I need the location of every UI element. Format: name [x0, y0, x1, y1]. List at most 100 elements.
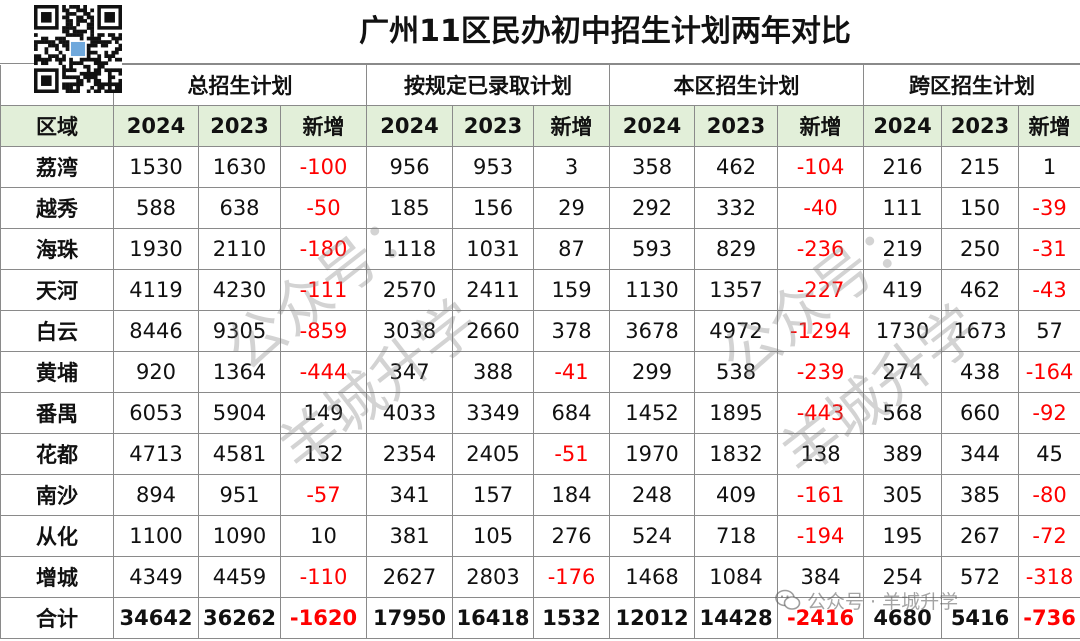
- value-cell: -111: [279, 269, 368, 311]
- table-row: 增城 4349 4459 -110 2627 2803 -176 1468 1084 384 254…: [0, 556, 1080, 598]
- value-cell: 951: [198, 474, 281, 516]
- value-cell: 1532: [533, 597, 611, 639]
- value-cell: 344: [941, 433, 1020, 475]
- value-cell: 4680: [863, 597, 943, 639]
- value-cell: 1130: [609, 269, 696, 311]
- value-cell: 358: [609, 146, 696, 188]
- table-row: 南沙 894 951 -57 341 157 184 248 409 -161 305 385 -80: [0, 474, 1080, 516]
- value-cell: -859: [279, 310, 368, 352]
- value-cell: 1930: [113, 228, 199, 270]
- value-cell: 150: [941, 187, 1020, 229]
- value-cell: 1832: [694, 433, 779, 475]
- value-cell: -443: [777, 392, 865, 434]
- value-cell: 2405: [452, 433, 535, 475]
- group-header-row: 总招生计划 按规定已录取计划 本区招生计划 跨区招生计划: [0, 64, 1080, 106]
- value-cell: 538: [694, 351, 779, 393]
- value-cell: -180: [279, 228, 368, 270]
- value-cell: -161: [777, 474, 865, 516]
- value-cell: 920: [113, 351, 199, 393]
- column-header-row: 区域 2024 2023 新增 2024 2023 新增 2024 2023 新增 2024 202…: [0, 105, 1080, 147]
- comparison-table: 总招生计划 按规定已录取计划 本区招生计划 跨区招生计划 区域 2024 2023…: [0, 64, 1080, 639]
- value-cell: 195: [863, 515, 943, 557]
- value-cell: -164: [1018, 351, 1080, 393]
- value-cell: 276: [533, 515, 611, 557]
- value-cell: 184: [533, 474, 611, 516]
- value-cell: 157: [452, 474, 535, 516]
- value-cell: 2110: [198, 228, 281, 270]
- value-cell: 684: [533, 392, 611, 434]
- value-cell: 385: [941, 474, 1020, 516]
- value-cell: 3349: [452, 392, 535, 434]
- value-cell: 132: [279, 433, 368, 475]
- column-header-region: 区域: [0, 105, 114, 147]
- value-cell: 4230: [198, 269, 281, 311]
- column-header: 新增: [279, 105, 368, 147]
- region-cell: 花都: [0, 433, 114, 475]
- value-cell: 956: [366, 146, 454, 188]
- value-cell: -43: [1018, 269, 1080, 311]
- value-cell: 1452: [609, 392, 696, 434]
- value-cell: -1294: [777, 310, 865, 352]
- value-cell: 347: [366, 351, 454, 393]
- value-cell: 2411: [452, 269, 535, 311]
- region-cell: 南沙: [0, 474, 114, 516]
- value-cell: -736: [1018, 597, 1080, 639]
- value-cell: 1730: [863, 310, 943, 352]
- value-cell: -39: [1018, 187, 1080, 229]
- value-cell: 4119: [113, 269, 199, 311]
- region-cell: 黄埔: [0, 351, 114, 393]
- region-cell: 天河: [0, 269, 114, 311]
- title-bar: 广州11区民办初中招生计划两年对比: [0, 0, 1080, 64]
- value-cell: 4349: [113, 556, 199, 598]
- value-cell: -227: [777, 269, 865, 311]
- value-cell: 4713: [113, 433, 199, 475]
- group-header: 总招生计划: [112, 64, 368, 106]
- table-row: 白云 8446 9305 -859 3038 2660 378 3678 4972 -1294 17…: [0, 310, 1080, 352]
- value-cell: 216: [863, 146, 943, 188]
- value-cell: 215: [941, 146, 1020, 188]
- value-cell: 1118: [366, 228, 454, 270]
- value-cell: 45: [1018, 433, 1080, 475]
- value-cell: 419: [863, 269, 943, 311]
- value-cell: 953: [452, 146, 535, 188]
- value-cell: 274: [863, 351, 943, 393]
- total-row: 合计 34642 36262 -1620 17950 16418 1532 12012 1442…: [0, 597, 1080, 639]
- value-cell: -239: [777, 351, 865, 393]
- value-cell: -176: [533, 556, 611, 598]
- value-cell: 149: [279, 392, 368, 434]
- column-header: 2023: [694, 105, 779, 147]
- value-cell: -92: [1018, 392, 1080, 434]
- value-cell: 292: [609, 187, 696, 229]
- value-cell: 438: [941, 351, 1020, 393]
- column-header: 新增: [777, 105, 865, 147]
- value-cell: 378: [533, 310, 611, 352]
- value-cell: 57: [1018, 310, 1080, 352]
- value-cell: -318: [1018, 556, 1080, 598]
- region-cell: 从化: [0, 515, 114, 557]
- value-cell: 1364: [198, 351, 281, 393]
- value-cell: -80: [1018, 474, 1080, 516]
- value-cell: 341: [366, 474, 454, 516]
- value-cell: 36262: [198, 597, 281, 639]
- value-cell: 105: [452, 515, 535, 557]
- value-cell: -1620: [279, 597, 368, 639]
- value-cell: 248: [609, 474, 696, 516]
- value-cell: 4033: [366, 392, 454, 434]
- value-cell: 4459: [198, 556, 281, 598]
- value-cell: 34642: [113, 597, 199, 639]
- table-row: 黄埔 920 1364 -444 347 388 -41 299 538 -239 274 438 -1…: [0, 351, 1080, 393]
- table-row: 天河 4119 4230 -111 2570 2411 159 1130 1357 -227 419…: [0, 269, 1080, 311]
- value-cell: 29: [533, 187, 611, 229]
- value-cell: 332: [694, 187, 779, 229]
- column-header: 2024: [113, 105, 199, 147]
- value-cell: 568: [863, 392, 943, 434]
- value-cell: 9305: [198, 310, 281, 352]
- table-row: 荔湾 1530 1630 -100 956 953 3 358 462 -104 216 215 1: [0, 146, 1080, 188]
- value-cell: 267: [941, 515, 1020, 557]
- value-cell: 138: [777, 433, 865, 475]
- value-cell: 2660: [452, 310, 535, 352]
- value-cell: 8446: [113, 310, 199, 352]
- value-cell: 3678: [609, 310, 696, 352]
- value-cell: 1673: [941, 310, 1020, 352]
- value-cell: -194: [777, 515, 865, 557]
